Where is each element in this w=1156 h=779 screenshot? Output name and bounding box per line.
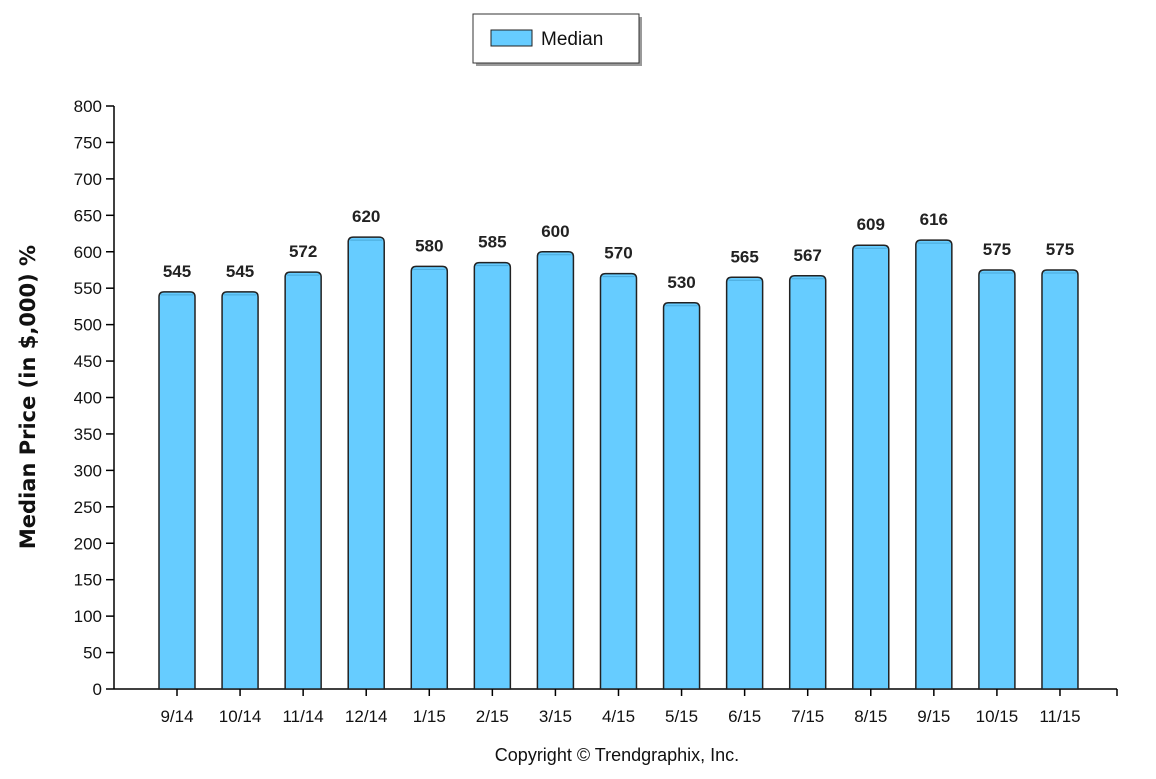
bar-10/14 — [221, 291, 259, 690]
bar-9/15 — [915, 239, 953, 690]
x-tick-label: 5/15 — [665, 707, 698, 726]
y-tick-label: 550 — [74, 279, 102, 298]
y-tick-label: 600 — [74, 243, 102, 262]
x-tick-label: 1/15 — [413, 707, 446, 726]
x-tick-label: 9/15 — [917, 707, 950, 726]
y-tick-label: 400 — [74, 389, 102, 408]
bar-3/15 — [536, 251, 575, 690]
y-tick-label: 50 — [83, 644, 102, 663]
y-tick-label: 650 — [74, 206, 102, 225]
data-label-4/15: 570 — [604, 244, 632, 263]
data-label-5/15: 530 — [667, 273, 695, 292]
y-tick-label: 250 — [74, 498, 102, 517]
data-label-9/14: 545 — [163, 262, 191, 281]
y-tick-label: 350 — [74, 425, 102, 444]
y-tick-label: 200 — [74, 534, 102, 553]
x-tick-label: 6/15 — [728, 707, 761, 726]
legend-swatch — [490, 29, 533, 47]
bar-5/15 — [662, 302, 701, 690]
data-label-12/14: 620 — [352, 207, 380, 226]
x-tick-label: 3/15 — [539, 707, 572, 726]
bar-1/15 — [410, 265, 449, 690]
y-tick-label: 150 — [74, 571, 102, 590]
y-tick-label: 100 — [74, 607, 102, 626]
x-tick-label: 9/14 — [160, 707, 193, 726]
x-tick-label: 8/15 — [854, 707, 887, 726]
bar-11/14 — [284, 271, 322, 690]
x-tick-label: 11/15 — [1039, 707, 1080, 726]
data-label-3/15: 600 — [541, 222, 569, 241]
bars: 545 545 572 620 580 585 600 570 530 565 567 609 616 5… — [158, 207, 1079, 690]
copyright-text: Copyright © Trendgraphix, Inc. — [495, 745, 739, 765]
bar-10/15 — [978, 269, 1016, 690]
x-tick-label: 10/15 — [976, 707, 1019, 726]
x-labels: 9/14 10/14 11/14 12/14 1/15 2/15 3/15 4/15 5/15 6… — [160, 689, 1118, 726]
y-ticks: 0 50 100 150 200 250 300 350 400 450 500 550 600 650 7… — [74, 97, 114, 699]
bar-12/14 — [347, 236, 385, 690]
x-tick-label: 11/14 — [282, 707, 323, 726]
y-tick-label: 0 — [93, 680, 102, 699]
data-label-1/15: 580 — [415, 236, 443, 255]
x-tick-label: 10/14 — [219, 707, 262, 726]
data-label-2/15: 585 — [478, 233, 506, 252]
y-tick-label: 750 — [74, 133, 102, 152]
data-label-10/15: 575 — [983, 240, 1011, 259]
y-tick-label: 450 — [74, 352, 102, 371]
data-label-10/14: 545 — [226, 262, 254, 281]
bar-7/15 — [788, 275, 827, 690]
data-label-6/15: 565 — [730, 247, 758, 266]
data-label-8/15: 609 — [857, 215, 885, 234]
legend-label: Median — [541, 29, 603, 50]
y-tick-label: 800 — [74, 97, 102, 116]
bar-4/15 — [599, 272, 638, 690]
data-label-11/14: 572 — [289, 242, 317, 261]
x-tick-label: 2/15 — [476, 707, 509, 726]
data-label-7/15: 567 — [794, 246, 822, 265]
bar-8/15 — [852, 244, 890, 690]
bar-9/14 — [158, 291, 196, 690]
data-label-11/15: 575 — [1046, 240, 1074, 259]
y-tick-label: 300 — [74, 461, 102, 480]
y-axis-label: Median Price (in $,000) % — [16, 245, 40, 549]
bar-11/15 — [1041, 269, 1079, 690]
legend: Median — [472, 13, 642, 66]
x-tick-label: 12/14 — [345, 707, 388, 726]
y-tick-label: 500 — [74, 316, 102, 335]
y-tick-label: 700 — [74, 170, 102, 189]
x-tick-label: 7/15 — [791, 707, 824, 726]
bar-2/15 — [473, 261, 512, 690]
data-label-9/15: 616 — [920, 210, 948, 229]
bar-6/15 — [725, 276, 764, 690]
x-tick-label: 4/15 — [602, 707, 635, 726]
